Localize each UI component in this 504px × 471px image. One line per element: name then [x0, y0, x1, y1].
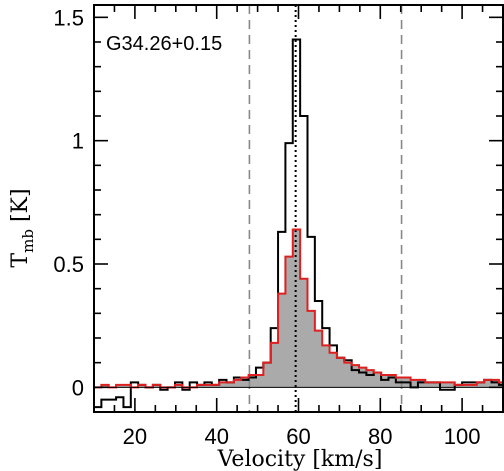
spectrum-lines-layer — [94, 38, 503, 409]
velocity-marker-layer — [248, 5, 403, 412]
x-axis-title: Velocity [km/s] — [217, 447, 383, 471]
series-2-line — [94, 228, 503, 389]
y-tick-label-1: 1 — [72, 129, 84, 154]
x-tick-label-80: 80 — [368, 424, 392, 449]
y-tick-label-1.5: 1.5 — [53, 5, 84, 30]
y-axis-title-unit-text: [K] — [8, 188, 33, 222]
plot-area — [94, 5, 503, 412]
y-axis-title-unit — [8, 222, 33, 229]
y-tick-label-0: 0 — [72, 375, 84, 400]
x-tick-labels: 20 40 60 80 100 — [123, 424, 481, 449]
y-tick-label-0.5: 0.5 — [53, 252, 84, 277]
x-tick-label-20: 20 — [123, 424, 147, 449]
series-2-fill — [94, 229, 503, 388]
series-1-line — [94, 38, 503, 409]
source-annotation: G34.26+0.15 — [106, 33, 222, 55]
y-tick-labels: 0 0.5 1 1.5 — [53, 5, 84, 400]
tick-marks-layer — [93, 5, 504, 413]
filled-area-layer — [94, 229, 503, 388]
y-axis-title-main: T — [8, 253, 33, 268]
x-tick-label-40: 40 — [204, 424, 228, 449]
y-axis-title-subscript: mb — [19, 229, 37, 253]
y-axis-title: Tmb [K] — [8, 188, 37, 267]
x-tick-label-60: 60 — [286, 424, 310, 449]
x-tick-label-100: 100 — [444, 424, 481, 449]
